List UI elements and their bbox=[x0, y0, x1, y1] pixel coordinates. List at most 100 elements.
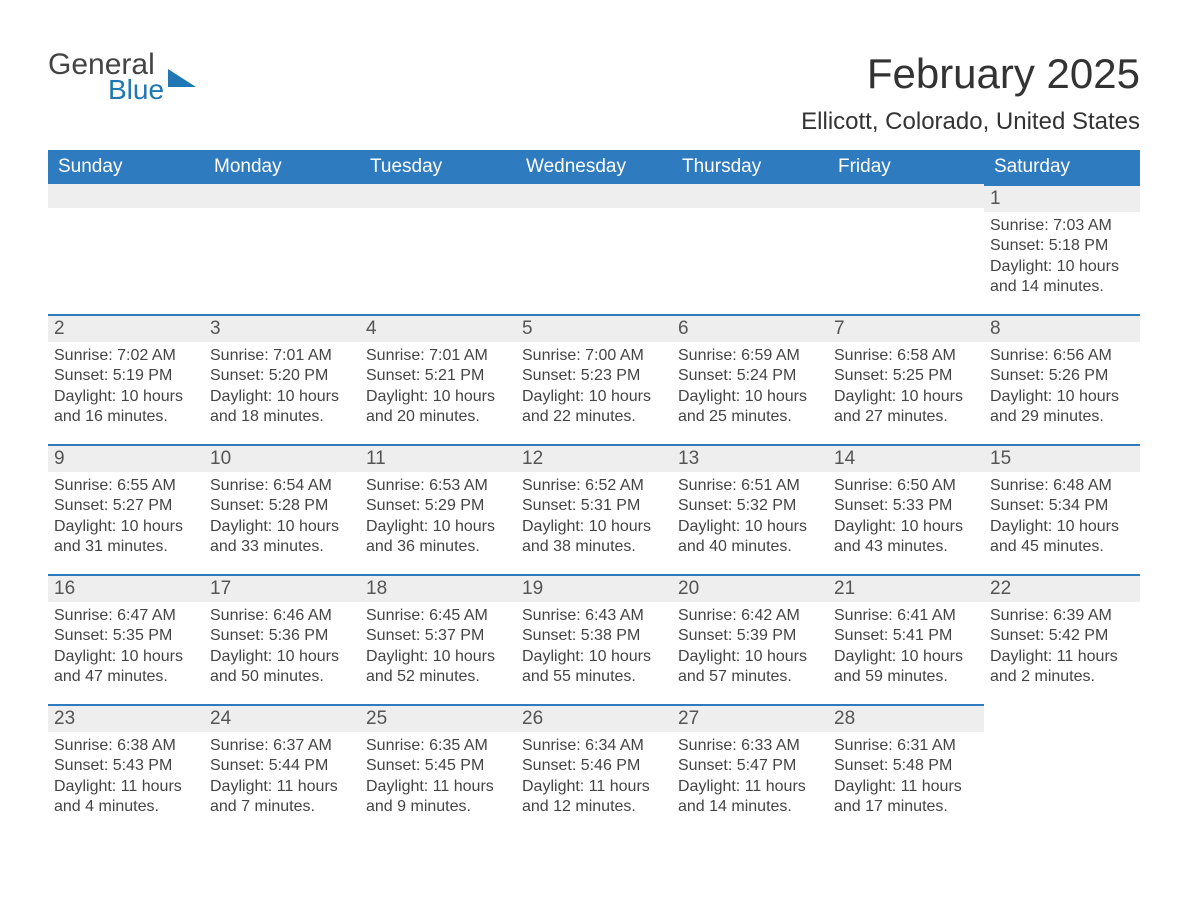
col-saturday: Saturday bbox=[984, 150, 1140, 184]
day-number: 24 bbox=[204, 704, 360, 732]
day-details: Sunrise: 6:42 AMSunset: 5:39 PMDaylight:… bbox=[672, 602, 828, 696]
sunset-text: Sunset: 5:41 PM bbox=[834, 626, 978, 646]
day-number: 12 bbox=[516, 444, 672, 472]
calendar-cell: 4Sunrise: 7:01 AMSunset: 5:21 PMDaylight… bbox=[360, 314, 516, 444]
day-number: 25 bbox=[360, 704, 516, 732]
empty-day-bar bbox=[672, 184, 828, 208]
calendar-cell bbox=[204, 184, 360, 314]
daylight-text: Daylight: 11 hours and 2 minutes. bbox=[990, 647, 1134, 688]
calendar-cell: 1Sunrise: 7:03 AMSunset: 5:18 PMDaylight… bbox=[984, 184, 1140, 314]
sunrise-text: Sunrise: 6:53 AM bbox=[366, 476, 510, 496]
location-subtitle: Ellicott, Colorado, United States bbox=[801, 108, 1140, 136]
brand-flag-icon bbox=[168, 69, 196, 87]
daylight-text: Daylight: 10 hours and 18 minutes. bbox=[210, 387, 354, 428]
day-details: Sunrise: 6:39 AMSunset: 5:42 PMDaylight:… bbox=[984, 602, 1140, 696]
daylight-text: Daylight: 10 hours and 29 minutes. bbox=[990, 387, 1134, 428]
day-number: 16 bbox=[48, 574, 204, 602]
sunrise-text: Sunrise: 7:01 AM bbox=[210, 346, 354, 366]
daylight-text: Daylight: 10 hours and 47 minutes. bbox=[54, 647, 198, 688]
calendar-cell: 3Sunrise: 7:01 AMSunset: 5:20 PMDaylight… bbox=[204, 314, 360, 444]
day-details: Sunrise: 6:52 AMSunset: 5:31 PMDaylight:… bbox=[516, 472, 672, 566]
day-details: Sunrise: 7:02 AMSunset: 5:19 PMDaylight:… bbox=[48, 342, 204, 436]
sunset-text: Sunset: 5:48 PM bbox=[834, 756, 978, 776]
calendar-cell: 19Sunrise: 6:43 AMSunset: 5:38 PMDayligh… bbox=[516, 574, 672, 704]
empty-day-bar bbox=[48, 184, 204, 208]
day-number: 2 bbox=[48, 314, 204, 342]
day-number: 5 bbox=[516, 314, 672, 342]
calendar-cell: 27Sunrise: 6:33 AMSunset: 5:47 PMDayligh… bbox=[672, 704, 828, 834]
daylight-text: Daylight: 10 hours and 36 minutes. bbox=[366, 517, 510, 558]
calendar-cell: 2Sunrise: 7:02 AMSunset: 5:19 PMDaylight… bbox=[48, 314, 204, 444]
daylight-text: Daylight: 10 hours and 57 minutes. bbox=[678, 647, 822, 688]
page-title: February 2025 bbox=[801, 50, 1140, 98]
day-number: 14 bbox=[828, 444, 984, 472]
day-details: Sunrise: 6:41 AMSunset: 5:41 PMDaylight:… bbox=[828, 602, 984, 696]
col-wednesday: Wednesday bbox=[516, 150, 672, 184]
day-details: Sunrise: 6:47 AMSunset: 5:35 PMDaylight:… bbox=[48, 602, 204, 696]
sunrise-text: Sunrise: 6:55 AM bbox=[54, 476, 198, 496]
day-details: Sunrise: 6:56 AMSunset: 5:26 PMDaylight:… bbox=[984, 342, 1140, 436]
sunset-text: Sunset: 5:21 PM bbox=[366, 366, 510, 386]
daylight-text: Daylight: 10 hours and 59 minutes. bbox=[834, 647, 978, 688]
sunset-text: Sunset: 5:34 PM bbox=[990, 496, 1134, 516]
calendar-cell: 14Sunrise: 6:50 AMSunset: 5:33 PMDayligh… bbox=[828, 444, 984, 574]
sunset-text: Sunset: 5:47 PM bbox=[678, 756, 822, 776]
sunset-text: Sunset: 5:43 PM bbox=[54, 756, 198, 776]
empty-day-bar bbox=[828, 184, 984, 208]
day-number: 21 bbox=[828, 574, 984, 602]
col-sunday: Sunday bbox=[48, 150, 204, 184]
sunset-text: Sunset: 5:38 PM bbox=[522, 626, 666, 646]
daylight-text: Daylight: 11 hours and 14 minutes. bbox=[678, 777, 822, 818]
sunset-text: Sunset: 5:23 PM bbox=[522, 366, 666, 386]
calendar-cell: 20Sunrise: 6:42 AMSunset: 5:39 PMDayligh… bbox=[672, 574, 828, 704]
calendar-cell: 24Sunrise: 6:37 AMSunset: 5:44 PMDayligh… bbox=[204, 704, 360, 834]
daylight-text: Daylight: 10 hours and 43 minutes. bbox=[834, 517, 978, 558]
calendar-cell bbox=[360, 184, 516, 314]
day-details: Sunrise: 6:55 AMSunset: 5:27 PMDaylight:… bbox=[48, 472, 204, 566]
day-details: Sunrise: 6:31 AMSunset: 5:48 PMDaylight:… bbox=[828, 732, 984, 826]
calendar-cell bbox=[672, 184, 828, 314]
calendar-cell: 5Sunrise: 7:00 AMSunset: 5:23 PMDaylight… bbox=[516, 314, 672, 444]
calendar-week-row: 23Sunrise: 6:38 AMSunset: 5:43 PMDayligh… bbox=[48, 704, 1140, 834]
day-details: Sunrise: 7:01 AMSunset: 5:20 PMDaylight:… bbox=[204, 342, 360, 436]
sunrise-text: Sunrise: 6:31 AM bbox=[834, 736, 978, 756]
sunrise-text: Sunrise: 6:42 AM bbox=[678, 606, 822, 626]
calendar-week-row: 1Sunrise: 7:03 AMSunset: 5:18 PMDaylight… bbox=[48, 184, 1140, 314]
calendar-cell: 13Sunrise: 6:51 AMSunset: 5:32 PMDayligh… bbox=[672, 444, 828, 574]
daylight-text: Daylight: 11 hours and 7 minutes. bbox=[210, 777, 354, 818]
day-number: 7 bbox=[828, 314, 984, 342]
day-number: 4 bbox=[360, 314, 516, 342]
sunset-text: Sunset: 5:26 PM bbox=[990, 366, 1134, 386]
calendar-cell: 23Sunrise: 6:38 AMSunset: 5:43 PMDayligh… bbox=[48, 704, 204, 834]
col-friday: Friday bbox=[828, 150, 984, 184]
calendar-week-row: 16Sunrise: 6:47 AMSunset: 5:35 PMDayligh… bbox=[48, 574, 1140, 704]
day-details: Sunrise: 6:58 AMSunset: 5:25 PMDaylight:… bbox=[828, 342, 984, 436]
calendar-cell: 7Sunrise: 6:58 AMSunset: 5:25 PMDaylight… bbox=[828, 314, 984, 444]
day-details: Sunrise: 7:03 AMSunset: 5:18 PMDaylight:… bbox=[984, 212, 1140, 306]
sunset-text: Sunset: 5:33 PM bbox=[834, 496, 978, 516]
day-details: Sunrise: 6:34 AMSunset: 5:46 PMDaylight:… bbox=[516, 732, 672, 826]
day-details: Sunrise: 6:54 AMSunset: 5:28 PMDaylight:… bbox=[204, 472, 360, 566]
calendar-cell: 22Sunrise: 6:39 AMSunset: 5:42 PMDayligh… bbox=[984, 574, 1140, 704]
sunrise-text: Sunrise: 6:34 AM bbox=[522, 736, 666, 756]
calendar-cell: 9Sunrise: 6:55 AMSunset: 5:27 PMDaylight… bbox=[48, 444, 204, 574]
sunset-text: Sunset: 5:19 PM bbox=[54, 366, 198, 386]
sunset-text: Sunset: 5:45 PM bbox=[366, 756, 510, 776]
sunrise-text: Sunrise: 7:01 AM bbox=[366, 346, 510, 366]
daylight-text: Daylight: 10 hours and 33 minutes. bbox=[210, 517, 354, 558]
daylight-text: Daylight: 11 hours and 17 minutes. bbox=[834, 777, 978, 818]
day-details: Sunrise: 6:33 AMSunset: 5:47 PMDaylight:… bbox=[672, 732, 828, 826]
day-number: 1 bbox=[984, 184, 1140, 212]
brand-logo: General Blue bbox=[48, 50, 196, 104]
daylight-text: Daylight: 10 hours and 50 minutes. bbox=[210, 647, 354, 688]
calendar-cell: 18Sunrise: 6:45 AMSunset: 5:37 PMDayligh… bbox=[360, 574, 516, 704]
day-number: 18 bbox=[360, 574, 516, 602]
sunset-text: Sunset: 5:20 PM bbox=[210, 366, 354, 386]
day-details: Sunrise: 6:35 AMSunset: 5:45 PMDaylight:… bbox=[360, 732, 516, 826]
day-number: 23 bbox=[48, 704, 204, 732]
day-number: 22 bbox=[984, 574, 1140, 602]
empty-day-bar bbox=[204, 184, 360, 208]
daylight-text: Daylight: 11 hours and 12 minutes. bbox=[522, 777, 666, 818]
calendar-cell: 10Sunrise: 6:54 AMSunset: 5:28 PMDayligh… bbox=[204, 444, 360, 574]
sunrise-text: Sunrise: 6:56 AM bbox=[990, 346, 1134, 366]
